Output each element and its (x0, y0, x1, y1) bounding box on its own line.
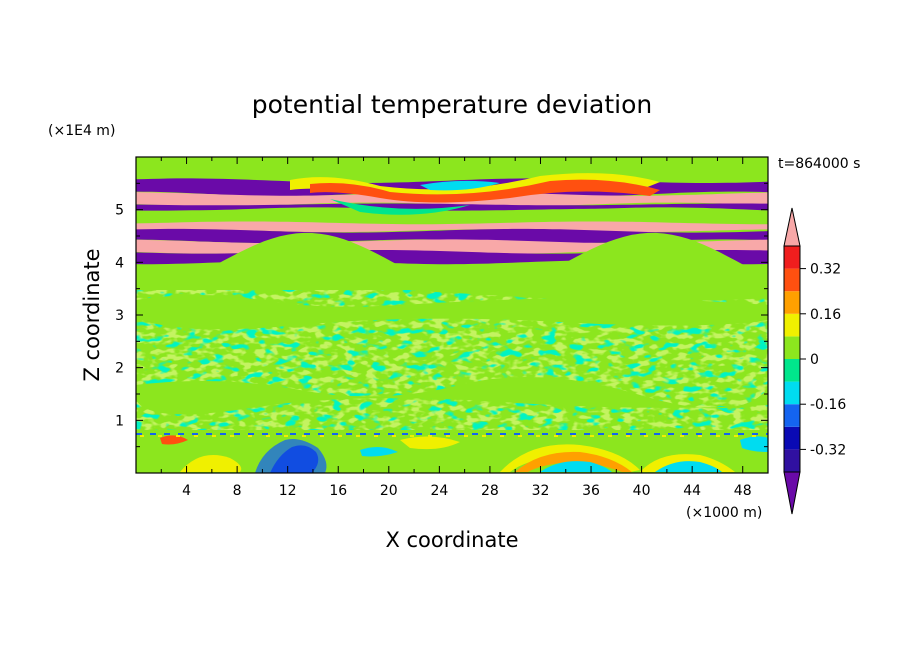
x-tick-label: 8 (233, 483, 242, 499)
contour-band (136, 221, 768, 233)
cyan-swirl (540, 461, 612, 472)
y-axis-label: Z coordinate (80, 248, 104, 381)
x-tick-label: 40 (633, 483, 651, 499)
cyan-blob (740, 436, 768, 452)
colorbar-segment (784, 449, 800, 472)
colorbar-extend-min (783, 471, 801, 515)
orange-ribbon (310, 179, 660, 203)
y-tick-label: 3 (115, 308, 124, 324)
x-tick-label: 24 (430, 483, 448, 499)
orange-blob (160, 435, 188, 445)
colorbar-label: -0.32 (810, 442, 846, 458)
colorbar-segment (784, 359, 800, 382)
x-axis-ticks: 4 8 12 16 20 24 28 32 36 40 44 48 (160, 157, 752, 499)
yellow-swirl (180, 455, 242, 472)
x-tick-label: 48 (734, 483, 752, 499)
colorbar-segment (784, 246, 800, 269)
blue-eddy (255, 439, 327, 473)
x-tick-label: 36 (582, 483, 600, 499)
y-tick-label: 1 (115, 413, 124, 429)
light-green-patch (136, 377, 768, 415)
colorbar-segment (784, 426, 800, 450)
colorbar-segment (784, 291, 800, 314)
time-label: t=864000 s (778, 156, 860, 172)
x-tick-label: 32 (532, 483, 550, 499)
light-green-patch (414, 275, 768, 302)
y-tick-label: 5 (115, 203, 124, 219)
colorbar-label: 0.16 (810, 307, 841, 323)
x-tick-label: 16 (329, 483, 347, 499)
contour-band (136, 207, 768, 226)
cyan-blob (360, 446, 398, 457)
colorbar-label: -0.16 (810, 397, 846, 413)
cyan-swirl (655, 461, 722, 472)
x-tick-label: 28 (481, 483, 499, 499)
yellow-swirl (400, 436, 460, 450)
plot-area (136, 157, 768, 473)
colorbar-label: 0 (810, 352, 819, 368)
cyan-patch (420, 180, 500, 191)
colorbar-segment (784, 336, 800, 359)
x-axis-unit: (×1000 m) (686, 505, 762, 521)
x-tick-label: 20 (380, 483, 398, 499)
y-tick-label: 4 (115, 255, 124, 271)
chart-title: potential temperature deviation (252, 90, 652, 119)
y-axis-ticks: 1 2 3 4 5 (115, 182, 768, 448)
colorbar-segment (784, 381, 800, 405)
y-tick-label: 2 (115, 361, 124, 377)
colorbar-segment (784, 313, 800, 337)
yellow-swirl (500, 444, 640, 472)
colorbar-segment (784, 268, 800, 292)
contour-features (136, 173, 768, 473)
contour-band (136, 203, 768, 211)
y-axis-unit: (×1E4 m) (48, 123, 115, 139)
colorbar-segment (784, 404, 800, 427)
x-axis-label: X coordinate (385, 528, 518, 552)
x-tick-label: 44 (683, 483, 701, 499)
green-island (330, 199, 470, 215)
x-tick-label: 4 (182, 483, 191, 499)
light-green-patch (136, 295, 768, 330)
x-tick-label: 12 (279, 483, 297, 499)
colorbar-label: 0.32 (810, 262, 841, 278)
colorbar-extend-max (783, 207, 801, 247)
colorbar: 0.32 0.16 0 -0.16 -0.32 (783, 207, 846, 515)
